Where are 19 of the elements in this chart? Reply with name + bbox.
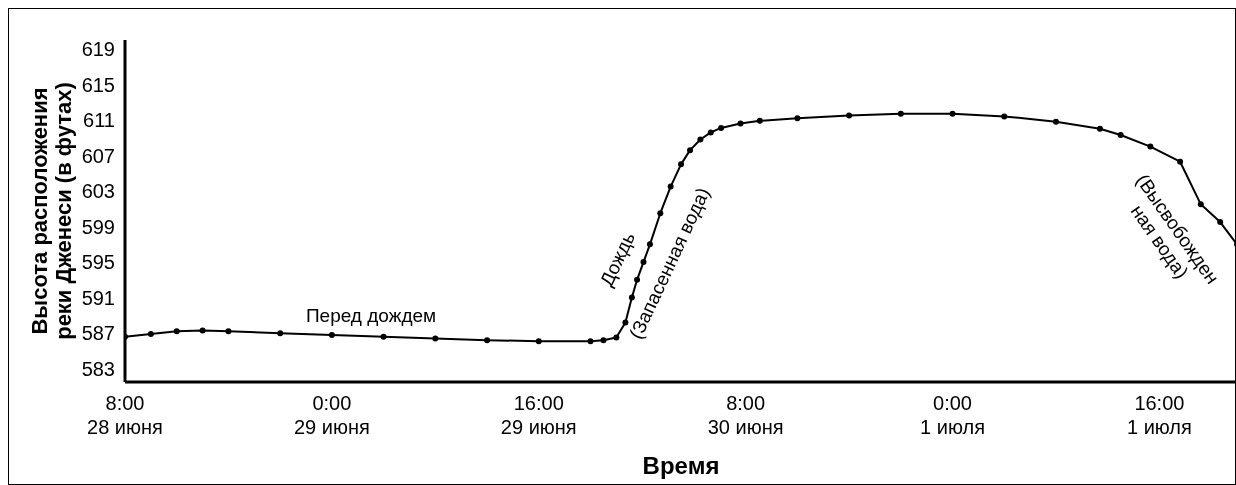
y-tick-label: 595 xyxy=(81,251,115,274)
x-tick-label: 0:00 29 июня xyxy=(293,392,370,438)
x-tick-label: 16:00 29 июня xyxy=(500,392,577,438)
x-tick-label: 0:00 1 июля xyxy=(920,392,985,438)
y-tick-label: 615 xyxy=(81,73,115,96)
y-tick-label: 603 xyxy=(81,180,115,203)
y-axis-title: Высота расположения реки Дженеси (в футах) xyxy=(27,82,76,340)
y-tick-label: 607 xyxy=(81,144,115,167)
y-tick-label: 587 xyxy=(81,322,115,345)
y-tick-label: 611 xyxy=(83,109,115,132)
y-tick-label: 619 xyxy=(81,37,115,60)
y-tick-label: 591 xyxy=(81,286,115,309)
x-tick-label: 8:00 30 июня xyxy=(707,392,784,438)
y-tick-label: 583 xyxy=(81,357,115,380)
annotation: Перед дождем xyxy=(305,305,437,326)
x-axis-title: Время xyxy=(642,452,720,479)
y-tick-label: 599 xyxy=(81,215,115,238)
x-tick-label: 8:00 28 июня xyxy=(87,392,163,438)
x-tick-label: 16:00 1 июля xyxy=(1126,392,1192,438)
